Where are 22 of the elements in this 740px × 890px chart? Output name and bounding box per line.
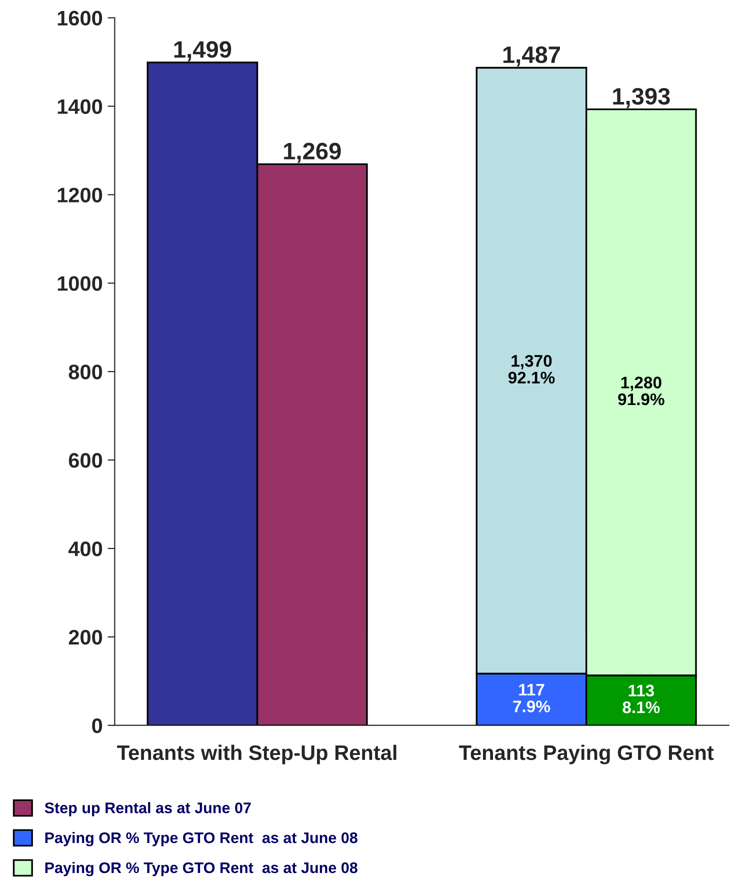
text: Tenants with Step-Up Rental xyxy=(117,744,396,764)
text: Tenants Paying GTO Rent xyxy=(459,744,714,764)
y-tick-label: 0 xyxy=(92,718,102,734)
y-tick-label: 1200 xyxy=(58,188,102,202)
y-tick-label: 800 xyxy=(68,364,102,380)
y-tick-label: 1000 xyxy=(58,276,102,291)
legend-label: Paying OR % Type GTO Rent as at June 08 xyxy=(45,832,358,846)
total-label: 1,487 xyxy=(503,46,560,67)
total-label: 1,269 xyxy=(284,142,341,163)
y-tick-label: 600 xyxy=(68,453,102,468)
total-label: 1,393 xyxy=(613,88,670,108)
data-label: 113 8.1% xyxy=(622,684,660,714)
data-label: 1,280 91.9% xyxy=(618,376,664,406)
legend-label: Paying OR % Type GTO Rent as at June 08 xyxy=(45,862,358,876)
y-tick-label: 1600 xyxy=(58,10,102,26)
y-tick-label: 200 xyxy=(68,630,102,645)
y-tick-label: 1400 xyxy=(58,99,102,114)
y-tick-label: 400 xyxy=(68,541,102,556)
legend-label: Step up Rental as at June 07 xyxy=(44,802,251,816)
total-label: 1,499 xyxy=(174,41,232,62)
data-label: 1,370 92.1% xyxy=(508,354,555,384)
data-label: 117 7.9% xyxy=(513,684,550,712)
